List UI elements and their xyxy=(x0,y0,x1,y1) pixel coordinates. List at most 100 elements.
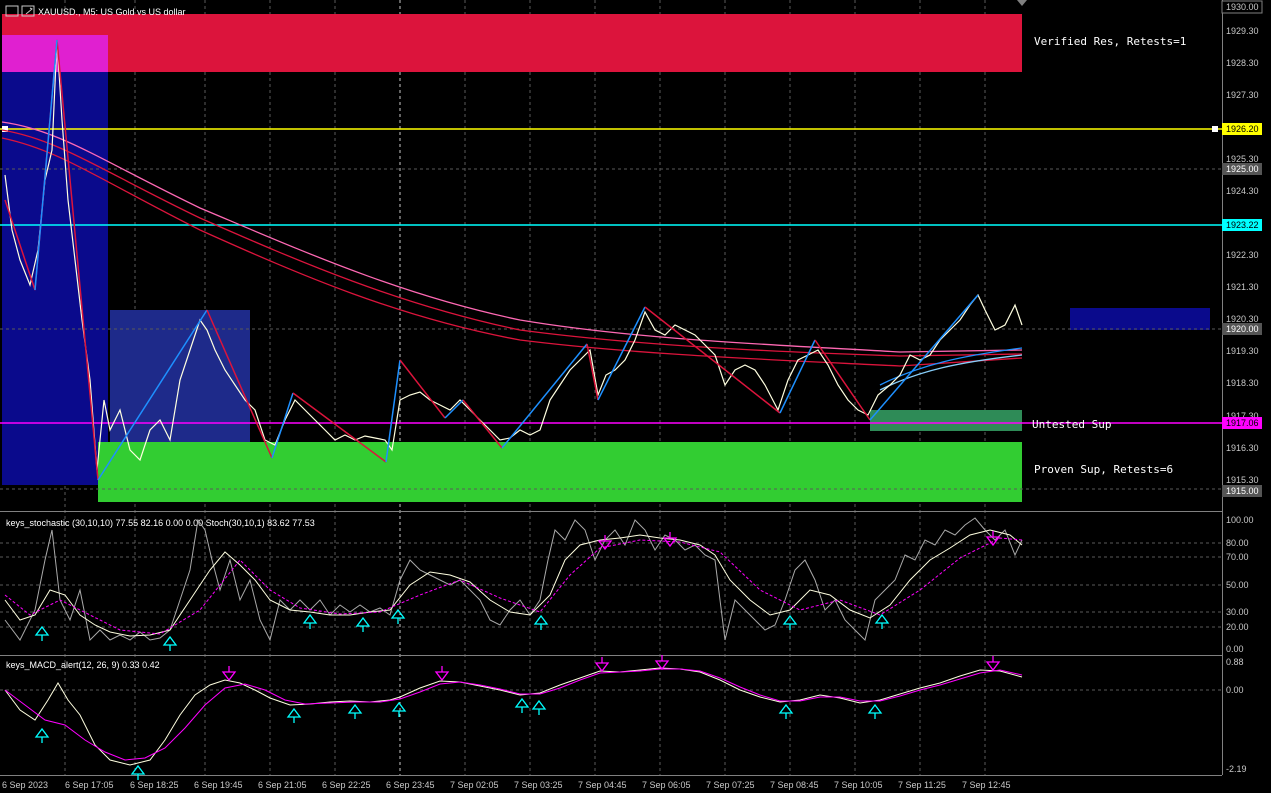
svg-text:1915.00: 1915.00 xyxy=(1226,486,1259,496)
svg-text:70.00: 70.00 xyxy=(1226,552,1249,562)
untested-sup-label: Untested Sup xyxy=(1032,418,1111,431)
macd-up-arrow-icon xyxy=(514,697,530,713)
time-tick: 6 Sep 17:05 xyxy=(65,780,114,790)
time-tick: 7 Sep 02:05 xyxy=(450,780,499,790)
stoch-grid xyxy=(0,542,1222,628)
shift-marker-icon[interactable] xyxy=(1017,0,1027,6)
price-tick: 1920.30 xyxy=(1226,314,1259,324)
price-badge-1915: 1915.00 xyxy=(1222,485,1262,497)
time-tick: 6 Sep 23:45 xyxy=(386,780,435,790)
price-tick: 1925.30 xyxy=(1226,154,1259,164)
time-tick: 7 Sep 10:05 xyxy=(834,780,883,790)
price-tick: 1922.30 xyxy=(1226,250,1259,260)
stoch-slow-line xyxy=(4,529,1023,637)
symbol-title: XAUUSD., M5: US Gold vs US dollar xyxy=(38,7,186,17)
macd-down-arrow-icon xyxy=(221,666,237,682)
yellow-line-handle-left[interactable] xyxy=(2,126,8,132)
macd-up-arrow-icon xyxy=(286,707,302,723)
time-tick: 6 Sep 18:25 xyxy=(130,780,179,790)
yellow-line-handle-right[interactable] xyxy=(1212,126,1218,132)
stoch-up-arrow-icon xyxy=(355,616,371,632)
price-badge-1925: 1925.00 xyxy=(1222,163,1262,175)
time-tick: 7 Sep 11:25 xyxy=(898,780,946,790)
macd-up-arrow-icon xyxy=(391,701,407,717)
stoch-title: keys_stochastic (30,10,10) 77.55 82.16 0… xyxy=(6,518,315,528)
svg-text:0.00: 0.00 xyxy=(1226,685,1244,695)
time-tick: 7 Sep 08:45 xyxy=(770,780,819,790)
time-tick: 6 Sep 21:05 xyxy=(258,780,307,790)
stoch-signal-line xyxy=(4,537,1023,635)
right-blue-zone xyxy=(1070,308,1210,330)
price-badge-1917: 1917.06 xyxy=(1222,417,1262,429)
macd-down-arrow-icon xyxy=(594,657,610,673)
chart-grid-icon[interactable] xyxy=(5,5,19,17)
price-tick: 1915.30 xyxy=(1226,475,1259,485)
proven-sup-label: Proven Sup, Retests=6 xyxy=(1034,463,1173,476)
stoch-up-arrow-icon xyxy=(782,614,798,630)
price-tick: 1921.30 xyxy=(1226,282,1259,292)
macd-main-line xyxy=(4,667,1023,766)
price-tick: 1928.30 xyxy=(1226,58,1259,68)
time-tick: 7 Sep 06:05 xyxy=(642,780,691,790)
price-badge-1926: 1926.20 xyxy=(1222,123,1262,135)
time-tick: 7 Sep 04:45 xyxy=(578,780,627,790)
svg-text:1920.00: 1920.00 xyxy=(1226,324,1259,334)
price-tick: 1927.30 xyxy=(1226,90,1259,100)
time-tick: 6 Sep 2023 xyxy=(2,780,48,790)
macd-down-arrow-icon xyxy=(985,656,1001,672)
chart-arrow-icon xyxy=(25,7,33,15)
svg-text:0.00: 0.00 xyxy=(1226,644,1244,654)
price-tick: 1924.30 xyxy=(1226,186,1259,196)
stoch-up-arrow-icon xyxy=(302,613,318,629)
macd-down-arrow-icon xyxy=(654,655,670,671)
price-tick: 1916.30 xyxy=(1226,443,1259,453)
zigzag-indicator xyxy=(4,39,979,481)
stoch-up-arrow-icon xyxy=(533,614,549,630)
macd-buy-arrows xyxy=(34,697,883,780)
svg-text:1917.06: 1917.06 xyxy=(1226,418,1259,428)
macd-up-arrow-icon xyxy=(531,699,547,715)
time-tick: 7 Sep 07:25 xyxy=(706,780,755,790)
stoch-down-arrow-icon xyxy=(597,535,613,551)
macd-down-arrow-icon xyxy=(434,666,450,682)
stoch-up-arrow-icon xyxy=(162,635,178,651)
price-badge-1930: 1930.00 xyxy=(1221,0,1263,14)
price-axis[interactable]: 1929.30 1928.30 1927.30 1925.30 1924.30 … xyxy=(1226,26,1259,485)
macd-up-arrow-icon xyxy=(347,703,363,719)
svg-text:1923.22: 1923.22 xyxy=(1226,220,1259,230)
stoch-axis: 100.00 80.00 70.00 50.00 30.00 20.00 0.0… xyxy=(1226,515,1254,654)
stoch-buy-arrows xyxy=(34,608,890,651)
macd-up-arrow-icon xyxy=(778,703,794,719)
price-tick: 1918.30 xyxy=(1226,378,1259,388)
macd-sell-arrows xyxy=(221,655,1001,682)
stoch-down-arrow-icon xyxy=(662,532,678,548)
svg-text:1926.20: 1926.20 xyxy=(1226,124,1259,134)
time-tick: 6 Sep 19:45 xyxy=(194,780,243,790)
resistance-zone xyxy=(2,14,1022,72)
verified-res-label: Verified Res, Retests=1 xyxy=(1034,35,1186,48)
blue-zone-light xyxy=(110,310,250,442)
svg-text:80.00: 80.00 xyxy=(1226,538,1249,548)
svg-text:20.00: 20.00 xyxy=(1226,622,1249,632)
price-badge-1923: 1923.22 xyxy=(1222,219,1262,231)
macd-up-arrow-icon xyxy=(34,727,50,743)
svg-text:50.00: 50.00 xyxy=(1226,580,1249,590)
chart-window-icon[interactable] xyxy=(21,5,35,17)
time-tick: 7 Sep 12:45 xyxy=(962,780,1011,790)
time-tick: 6 Sep 22:25 xyxy=(322,780,371,790)
svg-text:-2.19: -2.19 xyxy=(1226,764,1247,774)
stoch-down-arrow-icon xyxy=(985,531,1001,547)
svg-text:100.00: 100.00 xyxy=(1226,515,1254,525)
stoch-up-arrow-icon xyxy=(390,608,406,624)
stoch-up-arrow-icon xyxy=(34,625,50,641)
svg-text:1925.00: 1925.00 xyxy=(1226,164,1259,174)
price-tick: 1917.30 xyxy=(1226,411,1259,421)
macd-up-arrow-icon xyxy=(130,764,146,780)
macd-title: keys_MACD_alert(12, 26, 9) 0.33 0.42 xyxy=(6,660,160,670)
stoch-sell-arrows xyxy=(597,531,1001,551)
stoch-up-arrow-icon xyxy=(874,613,890,629)
svg-text:0.88: 0.88 xyxy=(1226,657,1244,667)
untested-support-zone xyxy=(870,410,1022,431)
time-axis[interactable]: 6 Sep 2023 6 Sep 17:05 6 Sep 18:25 6 Sep… xyxy=(2,780,1011,790)
